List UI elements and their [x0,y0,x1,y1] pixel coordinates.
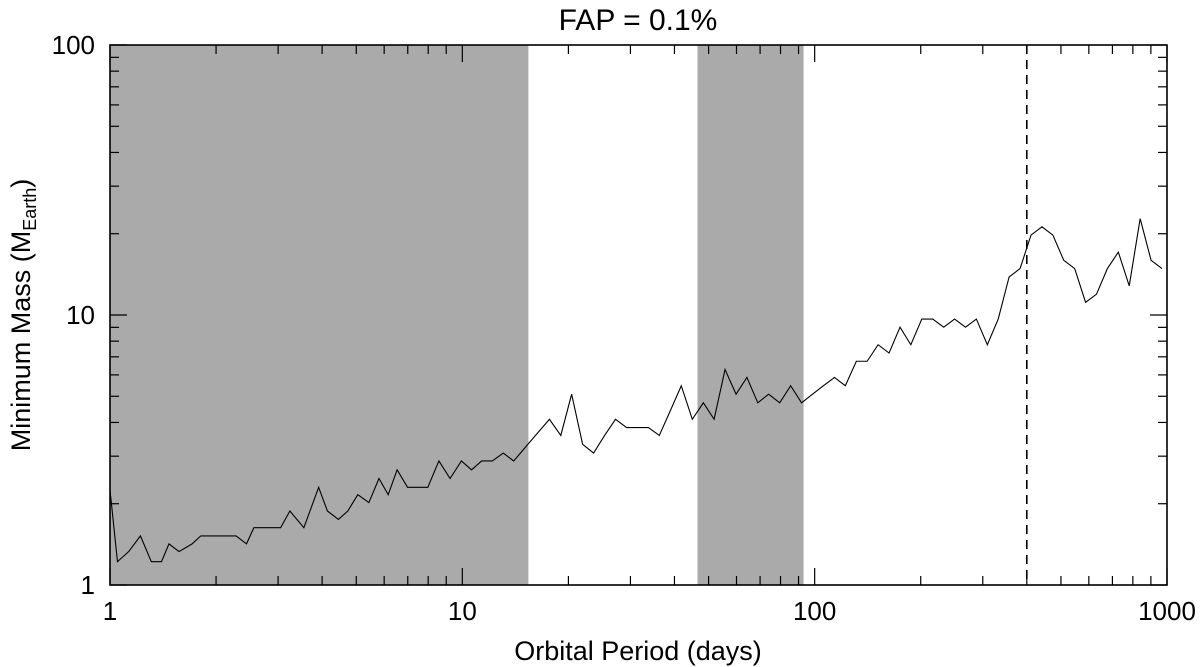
shaded-region-1 [110,45,529,585]
tick-labels: 1 10 100 1000 1 10 100 [52,30,1196,626]
x-tick-label: 100 [793,596,836,626]
y-axis-label-subscript: Earth [20,188,40,231]
shaded-regions [110,45,804,585]
x-tick-label: 10 [448,596,477,626]
x-tick-label: 1000 [1138,596,1196,626]
y-axis-label: Minimum Mass (MEarth) [6,179,40,452]
x-tick-label: 1 [103,596,117,626]
y-tick-label: 1 [81,570,95,600]
x-axis-label: Orbital Period (days) [514,636,762,666]
series-line [109,218,1163,563]
y-axis-label-close: ) [6,179,36,188]
y-axis-label-main: Minimum Mass (M [6,231,36,452]
shaded-region-2 [697,45,804,585]
y-tick-label: 100 [52,30,95,60]
chart-title: FAP = 0.1% [559,4,718,37]
axis-ticks [109,44,1168,586]
y-tick-label: 10 [66,300,95,330]
